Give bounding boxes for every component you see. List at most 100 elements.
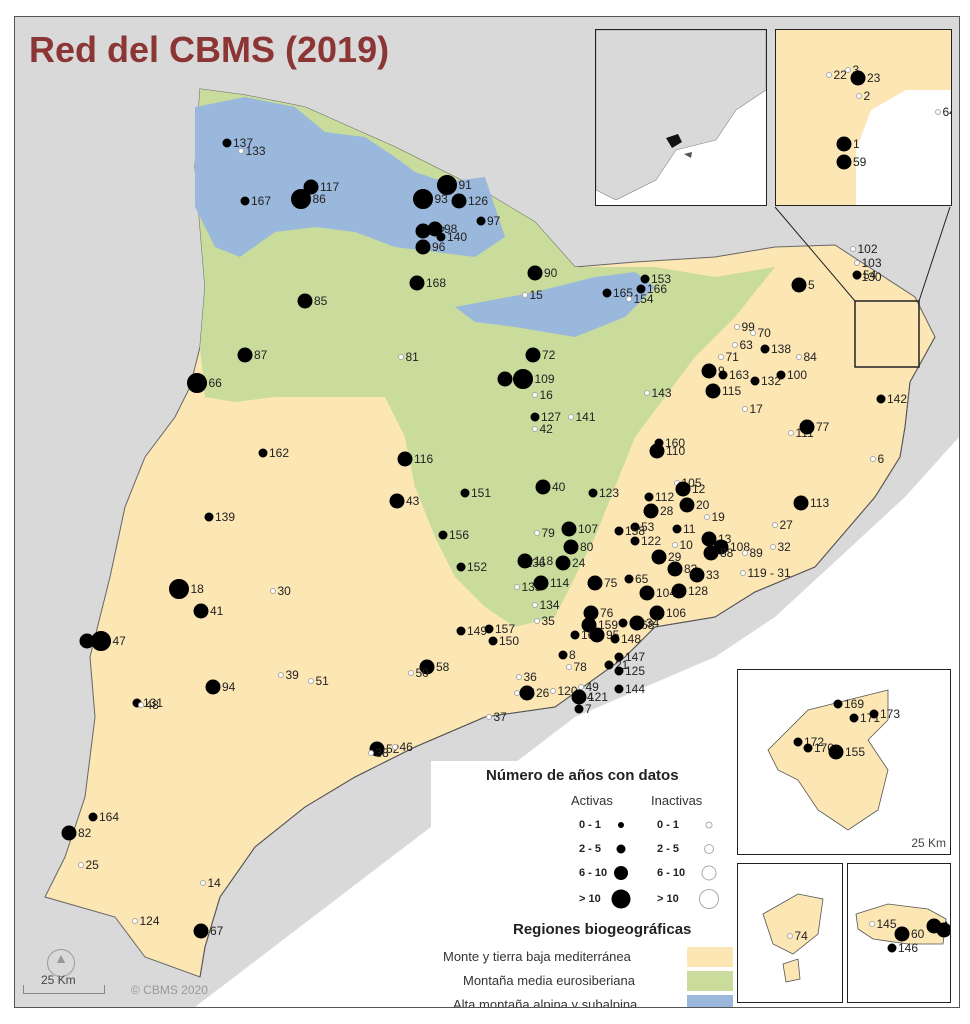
site-marker <box>740 570 746 576</box>
site-marker <box>742 550 748 556</box>
site-label: 90 <box>544 266 558 280</box>
site-marker <box>703 545 719 561</box>
site-label: 12 <box>692 482 706 496</box>
site-label: 106 <box>666 606 686 620</box>
site-marker <box>451 193 467 209</box>
site-marker <box>392 744 398 750</box>
site-label: 46 <box>400 740 414 754</box>
site-marker <box>734 324 740 330</box>
region-alpine-east <box>455 272 655 337</box>
site-label: 149 <box>467 624 487 638</box>
site-marker <box>61 825 77 841</box>
site-label: 138 <box>771 342 791 356</box>
site-marker <box>581 617 597 633</box>
site-marker <box>604 660 614 670</box>
site-label: 38 <box>376 746 390 760</box>
legend-region-swatch <box>687 947 733 967</box>
site-label: 125 <box>625 664 645 678</box>
detail-inset-map: 22 3 23 2 64 1 59 <box>826 63 956 205</box>
site-marker <box>799 419 815 435</box>
site-marker <box>796 354 802 360</box>
site-label: 78 <box>574 660 588 674</box>
site-marker <box>488 636 498 646</box>
site-marker <box>519 685 535 701</box>
site-label: 156 <box>449 528 469 542</box>
site-label: 4 <box>587 690 594 704</box>
site-marker <box>308 678 314 684</box>
site-marker <box>614 684 624 694</box>
site-label: 2 <box>864 89 871 103</box>
site-marker <box>514 690 520 696</box>
site-marker <box>826 72 832 78</box>
site-marker <box>460 488 470 498</box>
site-marker <box>850 246 856 252</box>
site-marker <box>527 265 543 281</box>
site-marker <box>476 216 486 226</box>
legend-active-dot-6-10 <box>614 866 628 880</box>
inset-locator-box <box>854 300 920 368</box>
legend-inactive-dot-2-5 <box>704 844 714 854</box>
legend-inactive-dot-0-1 <box>705 821 713 829</box>
site-label: 27 <box>780 518 794 532</box>
site-label: 26 <box>536 686 550 700</box>
site-label: 49 <box>586 680 600 694</box>
site-label: 36 <box>524 670 538 684</box>
site-label: 48 <box>146 698 160 712</box>
site-marker <box>436 232 446 242</box>
site-marker <box>297 293 313 309</box>
site-label: 8 <box>569 648 576 662</box>
legend-active-header: Activas <box>571 793 613 808</box>
site-label: 147 <box>625 650 645 664</box>
site-label: 130 <box>862 270 882 284</box>
site-label: 64 <box>943 105 952 119</box>
site-marker <box>793 495 809 511</box>
site-marker <box>630 536 640 546</box>
site-marker <box>643 503 659 519</box>
site-label: 114 <box>550 576 569 590</box>
site-label: 113 <box>810 496 829 510</box>
site-label: 86 <box>313 192 327 206</box>
site-marker <box>222 138 232 148</box>
site-marker <box>535 479 551 495</box>
site-marker <box>626 296 632 302</box>
site-marker <box>624 574 634 584</box>
site-marker <box>894 926 910 942</box>
legend-class-inactive: 0 - 1 <box>657 819 680 831</box>
site-label: 24 <box>572 556 586 570</box>
site-marker <box>718 354 724 360</box>
site-label: 3 <box>853 63 860 77</box>
site-label: 157 <box>495 622 515 636</box>
site-label: 142 <box>887 392 907 406</box>
site-label: 164 <box>99 810 119 824</box>
site-label: 87 <box>254 348 268 362</box>
site-marker <box>132 918 138 924</box>
site-marker <box>200 880 206 886</box>
region-alpine <box>195 97 505 257</box>
site-marker <box>525 347 541 363</box>
site-marker <box>566 664 572 670</box>
site-label: 18 <box>191 582 205 596</box>
legend-years-title: Número de años con datos <box>486 767 679 784</box>
site-marker <box>568 414 574 420</box>
detail-inset: 22 3 23 2 64 1 59 <box>775 29 956 206</box>
legend-class-active: > 10 <box>579 893 601 905</box>
site-marker <box>169 579 189 599</box>
site-label: 104 <box>656 586 676 600</box>
site-label: 91 <box>459 178 473 192</box>
site-marker <box>570 630 580 640</box>
site-label: 137 <box>233 136 253 150</box>
site-marker <box>828 744 844 760</box>
site-label: 128 <box>688 584 708 598</box>
site-marker <box>787 933 793 939</box>
legend-class-inactive: 2 - 5 <box>657 843 680 855</box>
site-marker <box>836 154 852 170</box>
site-label: 167 <box>251 194 271 208</box>
site-marker <box>517 553 533 569</box>
site-label: 117 <box>320 180 339 194</box>
site-label: 144 <box>625 682 645 696</box>
site-marker <box>270 588 276 594</box>
site-marker <box>870 456 876 462</box>
legend-class-active: 0 - 1 <box>579 819 602 831</box>
site-marker <box>237 347 253 363</box>
site-label: 98 <box>444 222 458 236</box>
